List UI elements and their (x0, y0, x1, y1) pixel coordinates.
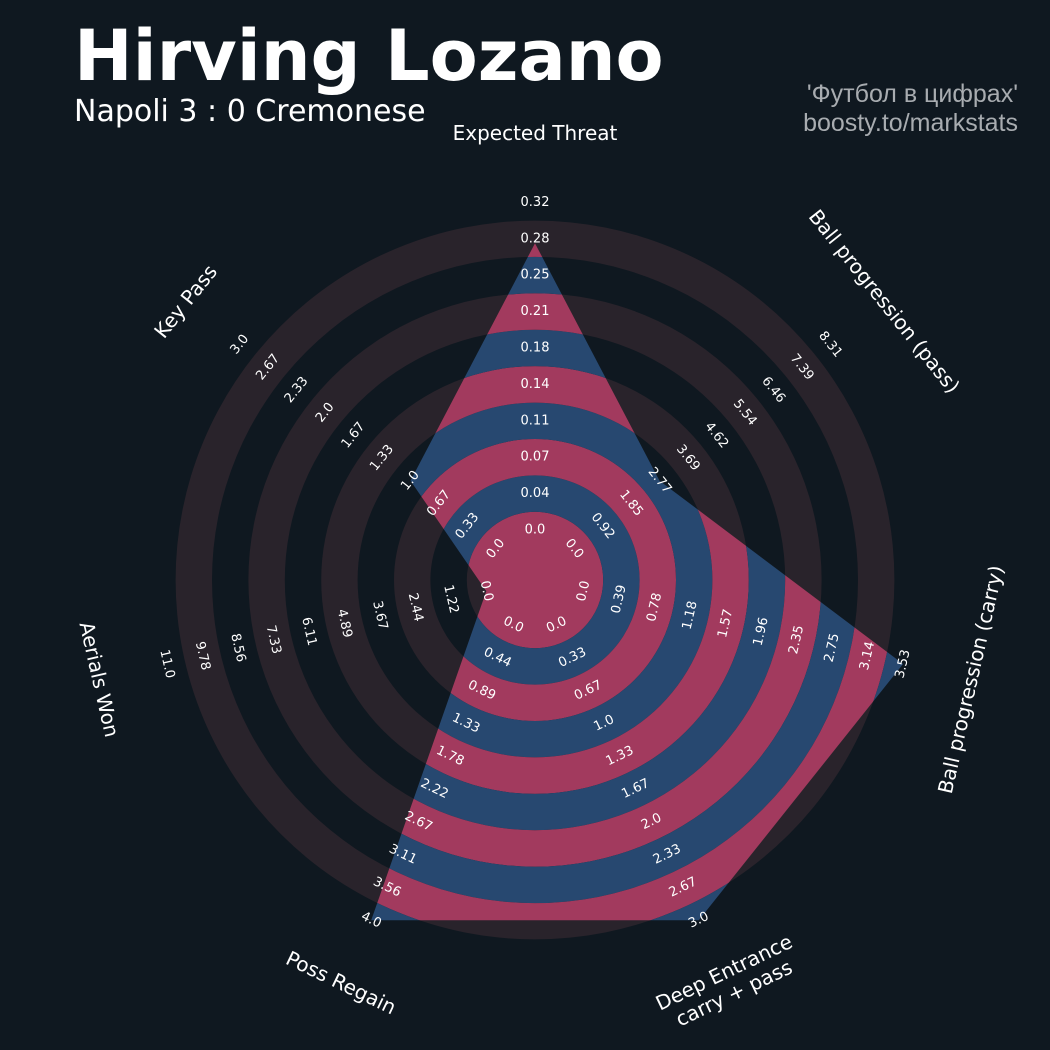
tick-label: 0.78 (644, 592, 665, 624)
parameter-label: Ball progression (pass) (804, 205, 965, 398)
tick-label: 1.18 (680, 600, 701, 632)
tick-label: 6.46 (758, 374, 788, 406)
tick-label: 7.33 (263, 624, 284, 656)
tick-label: 0.21 (521, 304, 550, 319)
tick-label: 2.75 (822, 632, 843, 664)
tick-label: 0.0 (525, 523, 546, 538)
tick-label: 0.0 (477, 579, 496, 603)
page-title: Hirving Lozano (74, 15, 664, 97)
tick-label: 0.11 (521, 413, 550, 428)
tick-label: 3.67 (369, 600, 390, 632)
tick-label: 3.14 (857, 640, 878, 672)
value-band (466, 511, 604, 649)
parameter-label: Deep Entrancecarry + pass (652, 929, 806, 1036)
tick-label: 0.28 (521, 231, 550, 246)
value-band (430, 475, 640, 685)
tick-label: 0.0 (574, 579, 593, 603)
tick-label: 1.67 (339, 419, 369, 451)
tick-label: 4.89 (334, 608, 355, 640)
tick-label: 0.04 (521, 486, 550, 501)
tick-label: 0.39 (609, 583, 630, 615)
tick-label: 8.31 (815, 329, 845, 361)
match-score-subtitle: Napoli 3 : 0 Cremonese (74, 94, 426, 129)
credit-block: 'Футбол в цифрах' boosty.to/markstats (803, 80, 1018, 138)
parameter-label: Ball progression (carry) (933, 563, 1009, 796)
tick-label: 1.57 (715, 608, 736, 640)
value-polygon (371, 243, 904, 921)
tick-label: 8.56 (227, 632, 248, 664)
tick-label: 4.62 (702, 419, 732, 451)
tick-label: 1.96 (751, 616, 772, 648)
parameter-label: Expected Threat (453, 121, 618, 145)
parameter-label: Aerials Won (74, 619, 124, 739)
tick-label: 0.32 (521, 195, 550, 210)
credit-line-url: boosty.to/markstats (803, 109, 1018, 137)
parameter-label: Poss Regain (282, 946, 400, 1019)
tick-label: 0.18 (521, 341, 550, 356)
tick-label: 11.0 (156, 648, 177, 680)
tick-label: 6.11 (298, 616, 319, 648)
credit-line-channel: 'Футбол в цифрах' (806, 80, 1018, 108)
tick-label: 2.44 (405, 592, 426, 624)
tick-label: 2.35 (786, 624, 807, 656)
tick-label: 3.53 (893, 648, 914, 680)
tick-label: 3.0 (227, 332, 252, 358)
tick-label: 9.78 (192, 640, 213, 672)
tick-label: 0.25 (521, 268, 550, 283)
tick-label: 0.07 (521, 450, 550, 465)
tick-label: 2.33 (282, 374, 312, 406)
parameter-label: Key Pass (149, 260, 222, 343)
tick-label: 1.22 (440, 583, 461, 615)
tick-label: 0.14 (521, 377, 550, 392)
